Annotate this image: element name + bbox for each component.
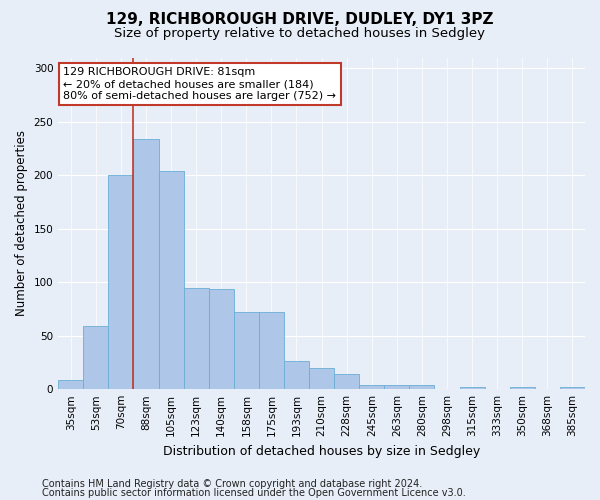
Bar [284,362,309,389]
Bar [510,387,535,389]
Y-axis label: Number of detached properties: Number of detached properties [15,130,28,316]
Bar [184,288,209,389]
Text: Contains HM Land Registry data © Crown copyright and database right 2024.: Contains HM Land Registry data © Crown c… [42,479,422,489]
Bar [560,387,585,389]
Text: Size of property relative to detached houses in Sedgley: Size of property relative to detached ho… [115,28,485,40]
Bar [58,380,83,389]
Bar [133,139,158,389]
Bar [109,175,133,389]
Bar [158,171,184,389]
Bar [359,385,385,389]
X-axis label: Distribution of detached houses by size in Sedgley: Distribution of detached houses by size … [163,444,480,458]
Bar [83,326,109,389]
Text: 129 RICHBOROUGH DRIVE: 81sqm
← 20% of detached houses are smaller (184)
80% of s: 129 RICHBOROUGH DRIVE: 81sqm ← 20% of de… [64,68,337,100]
Bar [209,288,234,389]
Bar [334,374,359,389]
Bar [259,312,284,389]
Text: 129, RICHBOROUGH DRIVE, DUDLEY, DY1 3PZ: 129, RICHBOROUGH DRIVE, DUDLEY, DY1 3PZ [106,12,494,28]
Bar [385,385,409,389]
Text: Contains public sector information licensed under the Open Government Licence v3: Contains public sector information licen… [42,488,466,498]
Bar [309,368,334,389]
Bar [409,385,434,389]
Bar [234,312,259,389]
Bar [460,387,485,389]
